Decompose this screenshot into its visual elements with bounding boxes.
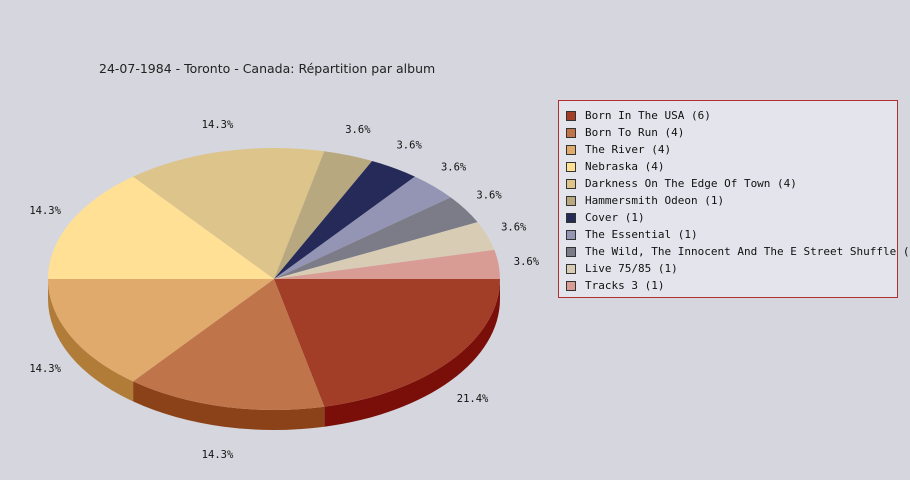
slice-percent-label: 3.6% — [476, 189, 502, 201]
legend-item: Hammersmith Odeon (1) — [566, 192, 724, 209]
slice-percent-label: 14.3% — [29, 363, 61, 375]
legend-item: Born To Run (4) — [566, 124, 684, 141]
slice-percent-label: 3.6% — [501, 221, 527, 233]
legend-item: Darkness On The Edge Of Town (4) — [566, 175, 797, 192]
legend-swatch — [566, 110, 576, 121]
slice-percent-label: 21.4% — [457, 393, 489, 405]
legend-label: The Essential (1) — [585, 228, 698, 241]
pie-slice — [274, 279, 500, 407]
legend-swatch — [566, 246, 576, 257]
pie-slice — [133, 148, 325, 279]
pie-slice — [274, 160, 415, 279]
pie-slices — [48, 148, 500, 410]
legend-item: Born In The USA (6) — [566, 107, 711, 124]
legend-swatch — [566, 263, 576, 274]
legend-label: Born To Run (4) — [585, 126, 685, 139]
legend-item: The Essential (1) — [566, 226, 698, 243]
pie-slice-side — [48, 279, 134, 402]
pie-labels: 21.4% 14.3% 14.3% 14.3% 14.3% 3.6% 3.6% 3.6% 3.6… — [29, 119, 539, 461]
pie-slice — [48, 279, 274, 382]
legend-item: The River (4) — [566, 141, 671, 158]
legend-label: Tracks 3 (1) — [585, 279, 665, 292]
legend-label: Cover (1) — [585, 211, 645, 224]
legend: Born In The USA (6) Born To Run (4) The Ri… — [558, 100, 910, 298]
legend-label: Born In The USA (6) — [585, 109, 711, 122]
legend-swatch — [566, 144, 576, 155]
legend-swatch — [566, 161, 576, 172]
pie-slice-side — [324, 279, 501, 427]
legend-swatch — [566, 212, 576, 223]
legend-item: Tracks 3 (1) — [566, 277, 664, 294]
legend-label: Nebraska (4) — [585, 160, 665, 173]
slice-percent-label: 14.3% — [202, 119, 234, 131]
legend-label: Hammersmith Odeon (1) — [585, 194, 725, 207]
legend-item: The Wild, The Innocent And The E Street … — [566, 243, 910, 260]
pie-slice — [133, 279, 325, 410]
pie-slice — [274, 176, 451, 279]
chart-title: 24-07-1984 - Toronto - Canada: Répartiti… — [99, 61, 436, 76]
pie-slice-side — [133, 381, 325, 430]
legend-swatch — [566, 229, 576, 240]
pie-slice — [274, 249, 500, 279]
legend-swatch — [566, 280, 576, 291]
pie-slice — [274, 197, 478, 279]
legend-item: Live 75/85 (1) — [566, 260, 678, 277]
slice-percent-label: 14.3% — [202, 449, 234, 461]
legend-swatch — [566, 178, 576, 189]
pie-slice — [274, 151, 373, 279]
slice-percent-label: 3.6% — [441, 162, 467, 174]
pie-sides — [48, 279, 501, 430]
slice-percent-label: 3.6% — [514, 256, 540, 268]
slice-percent-label: 3.6% — [345, 124, 371, 136]
legend-swatch — [566, 195, 576, 206]
legend-label: The River (4) — [585, 143, 672, 156]
legend-item: Cover (1) — [566, 209, 645, 226]
slice-percent-label: 14.3% — [29, 205, 61, 217]
legend-label: Live 75/85 (1) — [585, 262, 678, 275]
legend-swatch — [566, 127, 576, 138]
legend-label: Darkness On The Edge Of Town (4) — [585, 177, 797, 190]
slice-percent-label: 3.6% — [396, 139, 422, 151]
legend-item: Nebraska (4) — [566, 158, 664, 175]
pie-slice — [274, 222, 495, 279]
pie-slice — [48, 176, 274, 279]
legend-label: The Wild, The Innocent And The E Street … — [585, 245, 910, 258]
